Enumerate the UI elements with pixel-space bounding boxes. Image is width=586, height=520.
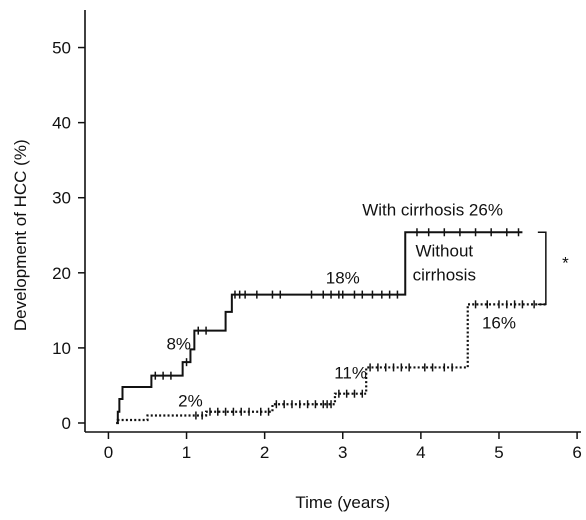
series-layer: [116, 228, 546, 425]
y-tick-label: 50: [52, 39, 71, 58]
x-axis-title: Time (years): [295, 493, 390, 512]
x-tick-label: 6: [572, 443, 581, 462]
y-tick-label: 10: [52, 339, 71, 358]
x-tick-label: 5: [494, 443, 503, 462]
annotation-label: cirrhosis: [413, 265, 476, 284]
annotation-label: 16%: [482, 313, 516, 332]
x-tick-label: 4: [416, 443, 425, 462]
annotation-label: 11%: [334, 364, 367, 383]
without-cirrhosis-line: [116, 303, 546, 425]
annotation-label: 18%: [326, 268, 360, 287]
y-tick-label: 30: [52, 189, 71, 208]
x-tick-label: 1: [182, 443, 191, 462]
with-cirrhosis-line: [116, 231, 523, 424]
y-tick-label: 40: [52, 114, 71, 133]
annotation-label: *: [562, 253, 569, 272]
axes: [84, 10, 581, 433]
annotation-label: Without: [415, 241, 473, 260]
annotation-label: 2%: [178, 391, 203, 410]
x-tick-label: 3: [338, 443, 347, 462]
y-tick-label: 20: [52, 264, 71, 283]
x-tick-label: 0: [104, 443, 113, 462]
ticks: 0 1 2 3 4 5 6 0 10 20 30 40 50: [52, 39, 582, 462]
significance-bracket: [537, 231, 547, 306]
annotations: With cirrhosis 26% Without cirrhosis 18% 16%…: [166, 201, 569, 411]
x-tick-label: 2: [260, 443, 269, 462]
y-tick-label: 0: [62, 414, 71, 433]
annotation-label: 8%: [166, 334, 191, 353]
annotation-label: With cirrhosis 26%: [362, 201, 503, 220]
y-axis-title: Development of HCC (%): [11, 139, 30, 331]
